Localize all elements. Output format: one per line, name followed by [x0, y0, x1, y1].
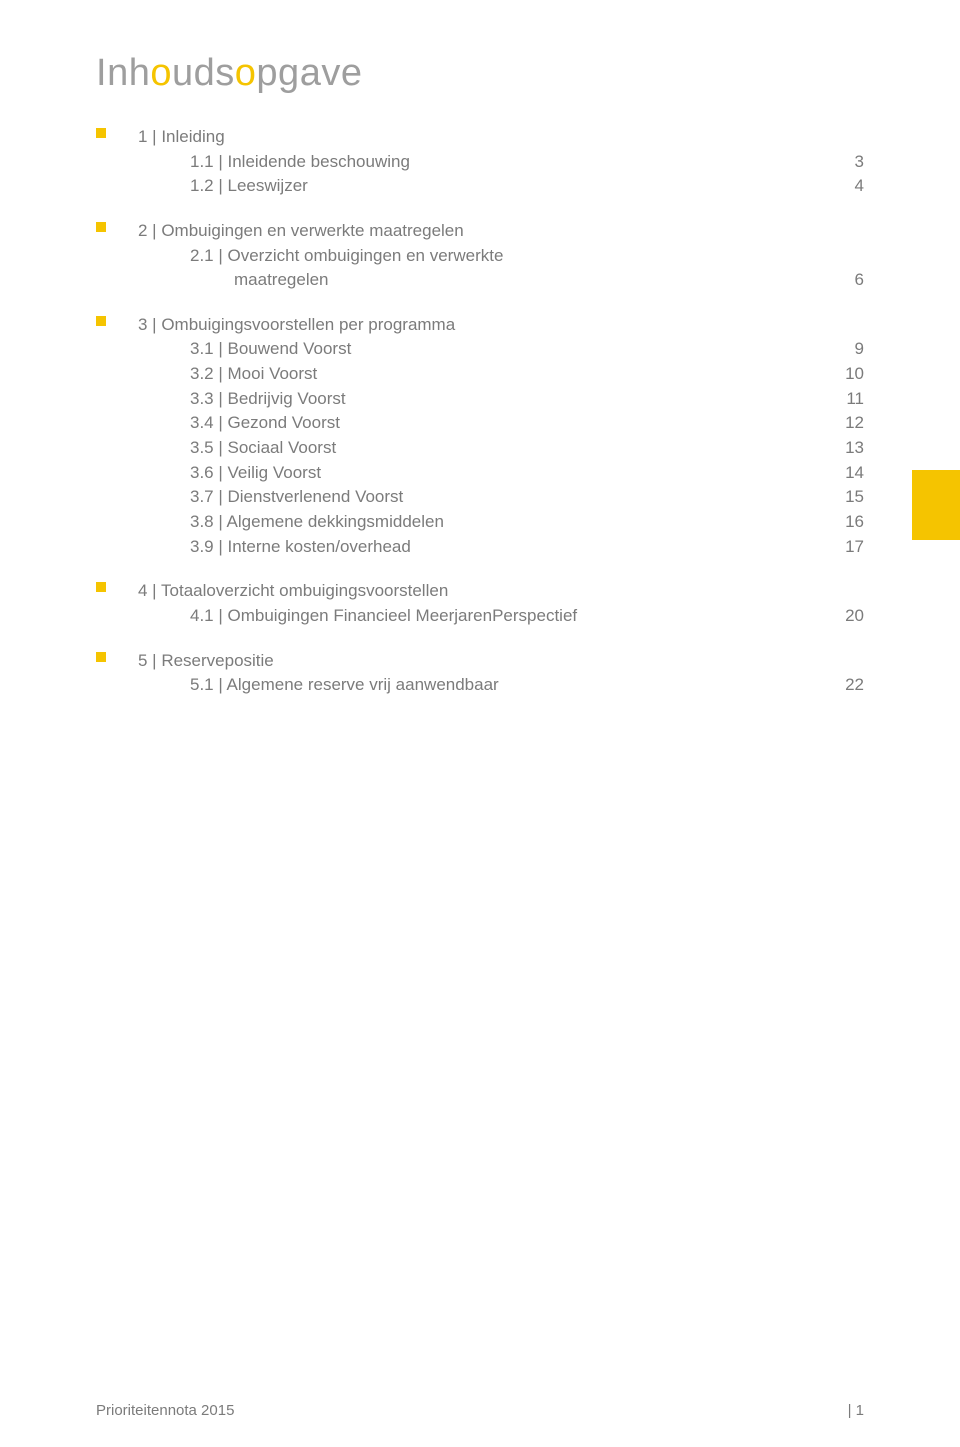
- toc-item-label: 1.1 | Inleidende beschouwing: [190, 150, 824, 175]
- toc-item-page: 15: [824, 485, 864, 510]
- toc-item-label: 3.6 | Veilig Voorst: [190, 461, 824, 486]
- toc-item-label: 3.9 | Interne kosten/overhead: [190, 535, 824, 560]
- toc-item: 3.2 | Mooi Voorst10: [138, 362, 864, 387]
- toc-item-page: 14: [824, 461, 864, 486]
- square-bullet-icon: [96, 316, 106, 326]
- toc-item: maatregelen6: [138, 268, 864, 293]
- toc-item-label: 3.1 | Bouwend Voorst: [190, 337, 824, 362]
- toc-item-label: 3.4 | Gezond Voorst: [190, 411, 824, 436]
- square-bullet-icon: [96, 652, 106, 662]
- toc-item-page: 3: [824, 150, 864, 175]
- toc-item-page: 6: [824, 268, 864, 293]
- toc-item-label: 3.2 | Mooi Voorst: [190, 362, 824, 387]
- toc-section: 4 | Totaaloverzicht ombuigingsvoorstelle…: [138, 579, 864, 628]
- title-char: e: [341, 52, 363, 94]
- toc-section-head: 3 | Ombuigingsvoorstellen per programma: [138, 313, 864, 338]
- toc-item: 3.7 | Dienstverlenend Voorst15: [138, 485, 864, 510]
- toc-item: 3.3 | Bedrijvig Voorst11: [138, 387, 864, 412]
- title-char: v: [321, 52, 341, 94]
- toc-item-page: 13: [824, 436, 864, 461]
- toc-item-label: maatregelen: [234, 268, 824, 293]
- toc-item: 3.6 | Veilig Voorst14: [138, 461, 864, 486]
- page-footer: Prioriteitennota 2015 | 1: [0, 1402, 960, 1419]
- title-char: d: [194, 52, 216, 94]
- square-bullet-icon: [96, 222, 106, 232]
- toc-item-page: 10: [824, 362, 864, 387]
- title-char: o: [235, 52, 257, 94]
- title-char: n: [107, 52, 129, 94]
- toc-item-label: 4.1 | Ombuigingen Financieel MeerjarenPe…: [190, 604, 824, 629]
- toc-section: 2 | Ombuigingen en verwerkte maatregelen…: [138, 219, 864, 293]
- toc-section: 3 | Ombuigingsvoorstellen per programma3…: [138, 313, 864, 559]
- toc-item-page: 12: [824, 411, 864, 436]
- toc-item: 3.1 | Bouwend Voorst9: [138, 337, 864, 362]
- toc-item: 2.1 | Overzicht ombuigingen en verwerkte: [138, 244, 864, 269]
- toc-item-page: 4: [824, 174, 864, 199]
- title-char: g: [278, 52, 300, 94]
- toc-section: 1 | Inleiding1.1 | Inleidende beschouwin…: [138, 125, 864, 199]
- toc-head-label: 1 | Inleiding: [138, 125, 824, 150]
- toc-item-page: 9: [824, 337, 864, 362]
- toc-item: 3.4 | Gezond Voorst12: [138, 411, 864, 436]
- toc-item-label: 5.1 | Algemene reserve vrij aanwendbaar: [190, 673, 824, 698]
- toc-item-label: 3.7 | Dienstverlenend Voorst: [190, 485, 824, 510]
- title-char: p: [256, 52, 278, 94]
- toc-head-label: 5 | Reservepositie: [138, 649, 824, 674]
- toc-item: 1.1 | Inleidende beschouwing3: [138, 150, 864, 175]
- toc-item: 4.1 | Ombuigingen Financieel MeerjarenPe…: [138, 604, 864, 629]
- title-char: a: [300, 52, 322, 94]
- title-char: h: [129, 52, 151, 94]
- toc-item: 3.5 | Sociaal Voorst13: [138, 436, 864, 461]
- toc-item: 5.1 | Algemene reserve vrij aanwendbaar2…: [138, 673, 864, 698]
- toc-item-label: 3.3 | Bedrijvig Voorst: [190, 387, 824, 412]
- toc-section: 5 | Reservepositie5.1 | Algemene reserve…: [138, 649, 864, 698]
- toc-item: 1.2 | Leeswijzer4: [138, 174, 864, 199]
- toc-item-label: 3.8 | Algemene dekkingsmiddelen: [190, 510, 824, 535]
- toc-head-label: 2 | Ombuigingen en verwerkte maatregelen: [138, 219, 824, 244]
- square-bullet-icon: [96, 582, 106, 592]
- toc-head-label: 3 | Ombuigingsvoorstellen per programma: [138, 313, 824, 338]
- toc-item-label: 1.2 | Leeswijzer: [190, 174, 824, 199]
- title-char: u: [172, 52, 194, 94]
- toc-section-head: 1 | Inleiding: [138, 125, 864, 150]
- toc-head-label: 4 | Totaaloverzicht ombuigingsvoorstelle…: [138, 579, 824, 604]
- toc-item-page: 16: [824, 510, 864, 535]
- toc-section-head: 5 | Reservepositie: [138, 649, 864, 674]
- title-char: s: [215, 52, 235, 94]
- toc-item-page: 22: [824, 673, 864, 698]
- footer-right: | 1: [848, 1402, 864, 1419]
- page-title: Inhoudsopgave: [96, 52, 864, 95]
- square-bullet-icon: [96, 128, 106, 138]
- toc-item-page: 11: [824, 387, 864, 412]
- toc-item: 3.9 | Interne kosten/overhead17: [138, 535, 864, 560]
- footer-left: Prioriteitennota 2015: [96, 1402, 234, 1419]
- toc-section-head: 4 | Totaaloverzicht ombuigingsvoorstelle…: [138, 579, 864, 604]
- side-accent-block: [912, 470, 960, 540]
- toc-section-head: 2 | Ombuigingen en verwerkte maatregelen: [138, 219, 864, 244]
- title-char: o: [150, 52, 172, 94]
- toc-item: 3.8 | Algemene dekkingsmiddelen16: [138, 510, 864, 535]
- toc-item-page: 17: [824, 535, 864, 560]
- table-of-contents: 1 | Inleiding1.1 | Inleidende beschouwin…: [138, 125, 864, 698]
- toc-item-label: 3.5 | Sociaal Voorst: [190, 436, 824, 461]
- toc-item-page: 20: [824, 604, 864, 629]
- toc-item-label: 2.1 | Overzicht ombuigingen en verwerkte: [190, 244, 824, 269]
- title-char: I: [96, 52, 107, 94]
